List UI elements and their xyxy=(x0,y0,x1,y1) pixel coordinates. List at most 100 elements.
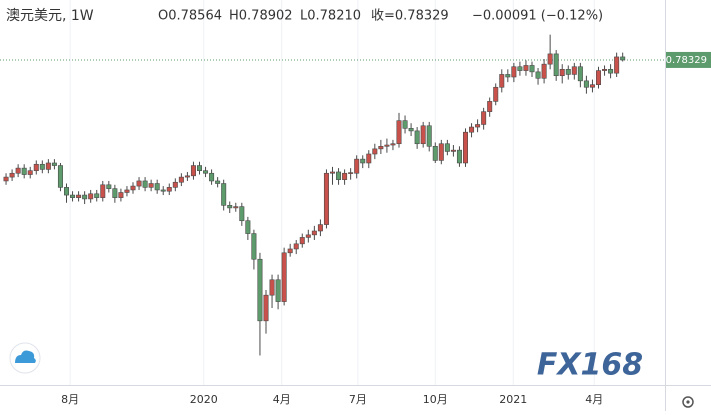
candle-body xyxy=(269,279,275,296)
candle-body xyxy=(45,162,51,170)
x-tick-label: 10月 xyxy=(423,393,448,406)
candle-body xyxy=(602,69,608,71)
candle-body xyxy=(499,74,505,88)
candle-body xyxy=(342,172,348,180)
candle-body xyxy=(553,53,559,77)
candle-body xyxy=(287,248,293,254)
candle-body xyxy=(354,158,360,174)
candle-body xyxy=(70,194,76,198)
candle-body xyxy=(142,180,148,188)
price-label-box xyxy=(666,51,711,68)
candle-body xyxy=(64,187,70,196)
candle-body xyxy=(571,66,577,75)
watermark: FX168 xyxy=(537,348,643,383)
candle-body xyxy=(215,180,221,184)
candle-body xyxy=(493,86,499,102)
candle-body xyxy=(275,279,281,302)
candle-body xyxy=(227,205,233,209)
candle-body xyxy=(299,237,305,245)
candle-body xyxy=(620,56,626,61)
logo-cloud xyxy=(15,350,36,363)
x-tick-label: 4月 xyxy=(273,393,291,406)
candle-body xyxy=(323,172,329,225)
candle-body xyxy=(577,66,583,82)
candle-body xyxy=(178,176,184,183)
candle-body xyxy=(209,172,215,182)
candle-body xyxy=(432,146,438,161)
candles xyxy=(3,34,626,356)
x-tick-label: 8月 xyxy=(61,393,79,406)
candle-body xyxy=(112,188,118,198)
candle-body xyxy=(203,170,209,174)
candle-body xyxy=(172,181,178,188)
candle-body xyxy=(523,65,529,71)
candle-body xyxy=(329,171,335,174)
candle-body xyxy=(481,111,487,125)
candle-body xyxy=(402,120,408,129)
candle-body xyxy=(190,165,196,177)
candle-body xyxy=(124,189,130,193)
candle-body xyxy=(475,124,481,128)
candle-body xyxy=(148,183,154,188)
candle-body xyxy=(426,125,432,147)
candle-body xyxy=(82,194,88,200)
settings-center[interactable] xyxy=(686,400,690,404)
candle-body xyxy=(396,120,402,145)
candle-body xyxy=(487,101,493,112)
symbol-label: 澳元美元, 1W xyxy=(6,8,94,24)
candle-body xyxy=(408,128,414,132)
candle-body xyxy=(27,170,33,175)
candle-body xyxy=(438,143,444,161)
candle-body xyxy=(76,194,82,198)
candle-body xyxy=(565,69,571,75)
candle-body xyxy=(614,56,620,74)
candle-body xyxy=(39,163,45,170)
candle-body xyxy=(336,171,342,180)
candle-body xyxy=(33,163,39,171)
candle-body xyxy=(456,149,462,164)
candle-body xyxy=(517,66,523,71)
ohlc-low: L0.78210 xyxy=(300,9,361,24)
logo xyxy=(9,342,41,374)
candle-body xyxy=(221,183,227,206)
candle-body xyxy=(511,66,517,78)
candle-body xyxy=(469,126,475,133)
candle-body xyxy=(239,206,245,222)
candle-body xyxy=(15,167,21,174)
candle-body xyxy=(106,184,112,189)
candle-body xyxy=(360,158,366,164)
candle-body xyxy=(366,153,372,164)
candle-body xyxy=(462,131,468,164)
candle-body xyxy=(3,176,9,182)
candle-body xyxy=(51,162,57,166)
ohlc-high: H0.78902 xyxy=(229,9,293,24)
candle-body xyxy=(9,172,15,178)
candle-body xyxy=(311,230,317,236)
candle-body xyxy=(420,125,426,145)
candle-body xyxy=(160,189,166,192)
candle-body xyxy=(100,184,106,198)
x-tick-label: 4月 xyxy=(585,393,603,406)
settings-gear[interactable] xyxy=(682,396,694,408)
candle-body xyxy=(263,294,269,322)
candle-body xyxy=(583,80,589,88)
candle-body xyxy=(197,165,203,171)
candle-body xyxy=(390,143,396,146)
candle-body xyxy=(57,165,63,188)
candle-body xyxy=(378,146,384,150)
change-label: −0.00091 (−0.12%) xyxy=(472,9,603,24)
candle-body xyxy=(94,193,100,198)
candle-body xyxy=(608,69,614,74)
candle-body xyxy=(154,183,160,191)
candle-body xyxy=(559,69,565,77)
candle-body xyxy=(505,74,511,78)
settings-icon[interactable] xyxy=(682,396,694,408)
candle-body xyxy=(305,234,311,238)
candle-body xyxy=(348,172,354,174)
candle-body xyxy=(136,180,142,187)
candle-body xyxy=(281,252,287,302)
candle-body xyxy=(257,258,263,322)
